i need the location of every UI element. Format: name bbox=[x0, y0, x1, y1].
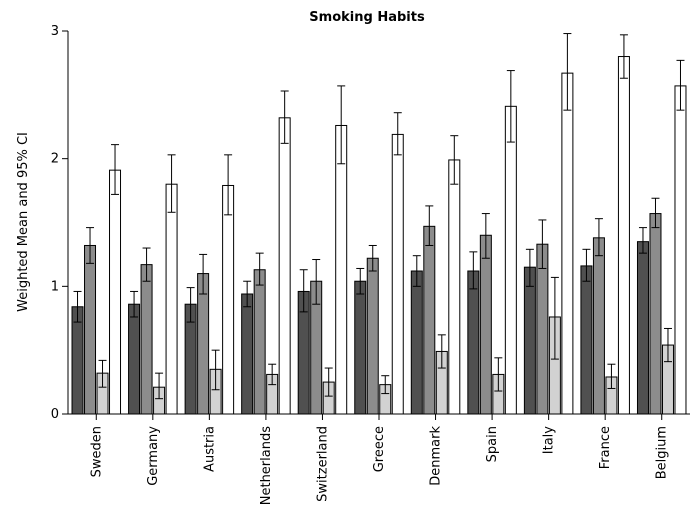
bar bbox=[674, 85, 687, 415]
bar bbox=[241, 293, 254, 415]
y-tick-label: 2 bbox=[51, 152, 59, 167]
bar bbox=[467, 270, 480, 415]
x-tick-label: Sweden bbox=[89, 426, 104, 477]
x-tick-label: Spain bbox=[485, 426, 500, 462]
bar bbox=[423, 225, 436, 415]
x-tick-label: Denmark bbox=[429, 426, 444, 486]
y-tick-label: 3 bbox=[51, 24, 59, 39]
x-tick-label: Belgium bbox=[655, 426, 670, 479]
x-tick-label: Germany bbox=[146, 426, 161, 486]
x-tick-label: Austria bbox=[202, 426, 217, 472]
y-tick-label: 0 bbox=[51, 407, 59, 422]
x-tick-label: Italy bbox=[542, 426, 557, 455]
bar bbox=[335, 124, 348, 415]
bar bbox=[580, 265, 593, 415]
bar bbox=[536, 243, 549, 415]
bar bbox=[479, 234, 492, 415]
bar bbox=[84, 244, 97, 415]
x-tick-label: Netherlands bbox=[259, 426, 274, 505]
x-tick-label: Greece bbox=[372, 426, 387, 472]
bar bbox=[391, 133, 404, 415]
y-tick-label: 1 bbox=[51, 279, 59, 294]
bar bbox=[366, 257, 379, 415]
bar bbox=[649, 213, 662, 415]
bar bbox=[592, 237, 605, 415]
plot-area: 0 1 2 3 Sweden Germany Austria Netherlands Switz… bbox=[51, 24, 690, 505]
bar bbox=[109, 169, 122, 415]
bar bbox=[197, 273, 210, 415]
bar bbox=[140, 264, 153, 415]
bar bbox=[523, 266, 536, 415]
bar bbox=[636, 241, 649, 415]
bar bbox=[561, 72, 574, 415]
chart-title: Smoking Habits bbox=[309, 10, 425, 25]
bar bbox=[617, 56, 630, 415]
bar bbox=[222, 184, 235, 415]
bar bbox=[71, 306, 84, 415]
bar bbox=[165, 183, 178, 415]
y-axis-label: Weighted Mean and 95% CI bbox=[16, 132, 31, 312]
bar bbox=[448, 159, 461, 415]
bar bbox=[128, 303, 141, 415]
bar bbox=[253, 269, 266, 415]
bar bbox=[410, 270, 423, 415]
x-tick-label: France bbox=[598, 426, 613, 469]
bar bbox=[354, 280, 367, 415]
x-tick-label: Switzerland bbox=[315, 426, 330, 502]
bar bbox=[504, 105, 517, 415]
bar bbox=[278, 117, 291, 415]
